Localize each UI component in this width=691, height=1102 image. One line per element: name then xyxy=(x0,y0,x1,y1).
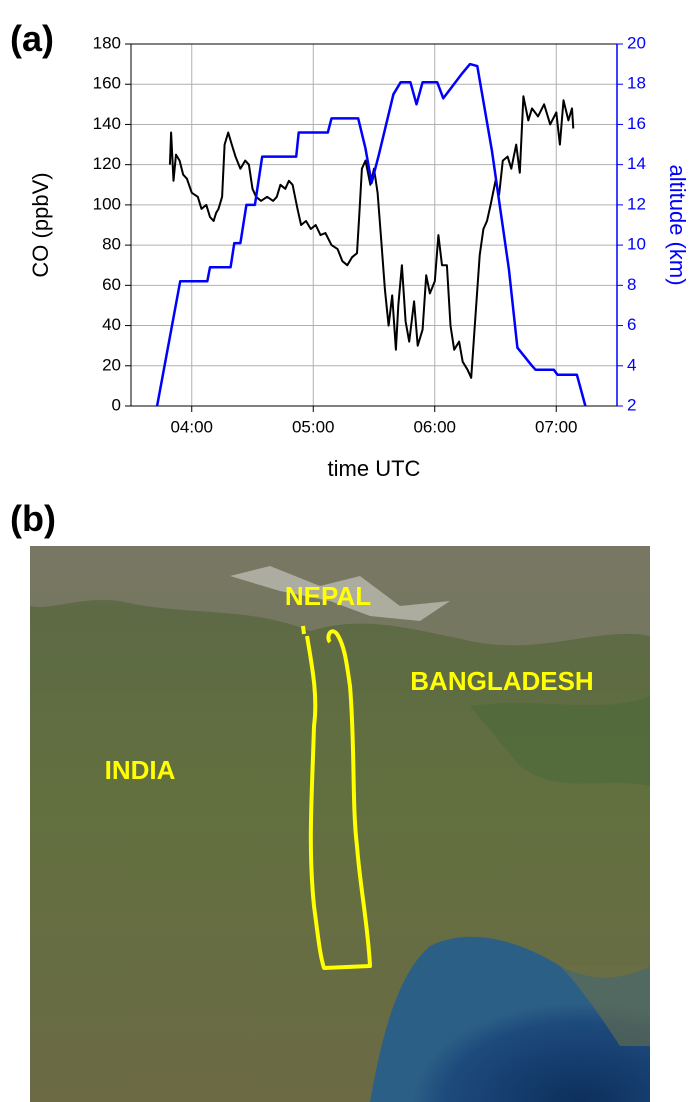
x-tick-label: 04:00 xyxy=(170,417,213,436)
y-tick-label: 120 xyxy=(93,154,121,173)
panel-label: (a) xyxy=(10,18,54,59)
y-tick-label: 20 xyxy=(102,355,121,374)
y2-tick-label: 12 xyxy=(627,194,646,213)
forest xyxy=(470,696,650,786)
y2-tick-label: 2 xyxy=(627,395,636,414)
series-line xyxy=(155,62,587,407)
panel-label: (b) xyxy=(10,498,56,539)
coast xyxy=(560,966,650,1046)
flight-track xyxy=(301,625,372,970)
y2-tick-label: 6 xyxy=(627,315,636,334)
y-tick-label: 0 xyxy=(112,395,121,414)
y-tick-label: 100 xyxy=(93,194,121,213)
y-tick-label: 60 xyxy=(102,275,121,294)
series-line xyxy=(168,95,575,379)
y-tick-label: 140 xyxy=(93,114,121,133)
y-tick-label: 160 xyxy=(93,74,121,93)
x-tick-label: 06:00 xyxy=(413,417,456,436)
plot-frame xyxy=(130,43,618,407)
y2-tick-label: 16 xyxy=(627,114,646,133)
snow xyxy=(230,566,450,621)
y2-tick-label: 20 xyxy=(627,33,646,52)
map-label: INDIA xyxy=(105,755,176,785)
x-tick-label: 07:00 xyxy=(535,417,578,436)
y2-tick-label: 8 xyxy=(627,275,636,294)
x-axis-label: time UTC xyxy=(328,456,421,481)
y2-tick-label: 18 xyxy=(627,74,646,93)
y-tick-label: 80 xyxy=(102,235,121,254)
y-tick-label: 180 xyxy=(93,33,121,52)
chart: 04:00 05:00 06:00 07:00 0 20 40 60 80 100 120 140 16… xyxy=(28,33,690,481)
x-tick-label: 05:00 xyxy=(292,417,335,436)
y-tick-label: 40 xyxy=(102,315,121,334)
y-axis-label: CO (ppbV) xyxy=(28,172,53,277)
y2-axis-label: altitude (km) xyxy=(665,164,690,285)
map: NEPAL BANGLADESH INDIA xyxy=(30,546,650,1102)
map-label: BANGLADESH xyxy=(410,666,593,696)
y2-tick-label: 4 xyxy=(627,355,636,374)
y2-tick-label: 10 xyxy=(627,235,646,254)
map-label: NEPAL xyxy=(285,581,371,611)
y2-tick-label: 14 xyxy=(627,154,646,173)
